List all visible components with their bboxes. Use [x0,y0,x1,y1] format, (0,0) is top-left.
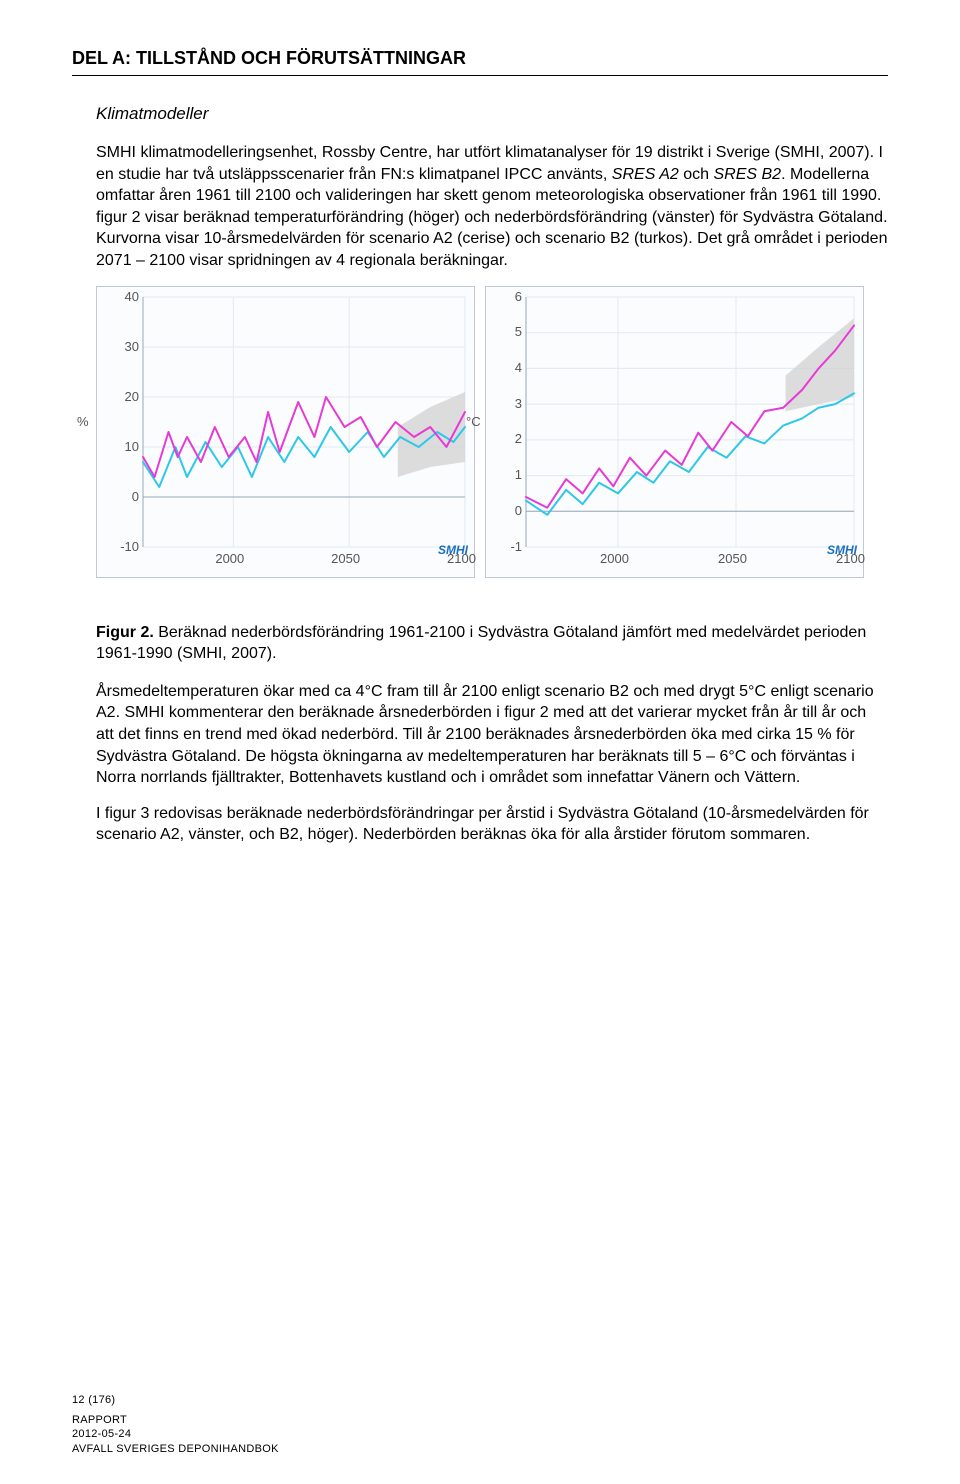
body-paragraph-2: Årsmedeltemperaturen ökar med ca 4°C fra… [96,681,888,789]
subheading: Klimatmodeller [96,104,888,124]
footer-line-3: AVFALL SVERIGES DEPONIHANDBOK [72,1442,279,1456]
temperature-chart: -10123456°C200020502100SMHI [485,286,864,578]
charts-row: -10010203040%200020502100SMHI -10123456°… [96,286,864,578]
page-footer: 12 (176) RAPPORT 2012-05-24 AVFALL SVERI… [72,1393,279,1456]
document-page: DEL A: TILLSTÅND OCH FÖRUTSÄTTNINGAR Kli… [0,0,960,1484]
divider [72,75,888,76]
section-header: DEL A: TILLSTÅND OCH FÖRUTSÄTTNINGAR [72,48,888,69]
page-number: 12 (176) [72,1393,279,1407]
precipitation-chart: -10010203040%200020502100SMHI [96,286,475,578]
footer-line-1: RAPPORT [72,1413,279,1427]
figure-caption: Figur 2. Beräknad nederbördsförändring 1… [96,622,888,665]
body-paragraph-3: I figur 3 redovisas beräknade nederbörds… [96,803,888,846]
footer-line-2: 2012-05-24 [72,1427,279,1441]
figure-caption-text: Beräknad nederbördsförändring 1961-2100 … [96,624,866,663]
intro-paragraph: SMHI klimatmodelleringsenhet, Rossby Cen… [96,142,888,272]
figure-label: Figur 2. [96,624,154,641]
